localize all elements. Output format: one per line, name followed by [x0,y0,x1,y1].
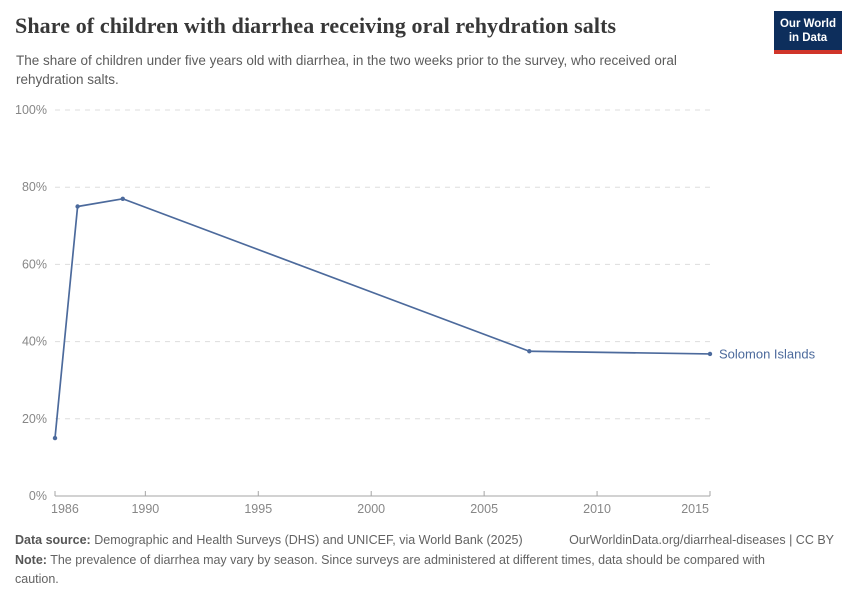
data-source-text: Data source: Demographic and Health Surv… [15,531,523,550]
x-tick-label: 2000 [357,502,385,516]
owid-url-link[interactable]: OurWorldinData.org/diarrheal-diseases | … [569,533,834,547]
data-point-marker[interactable] [120,196,125,201]
x-tick-label: 1995 [244,502,272,516]
y-tick-label: 60% [22,257,47,271]
data-point-marker[interactable] [707,351,713,357]
owid-logo[interactable]: Our World in Data [774,11,842,54]
series-line-solomon-islands[interactable] [54,197,711,439]
x-tick-label: 2015 [681,502,709,516]
chart-footer: Data source: Demographic and Health Surv… [15,531,834,589]
data-source-label: Data source: [15,533,91,547]
chart-subtitle: The share of children under five years o… [16,53,677,87]
entity-label[interactable]: Solomon Islands [719,346,816,361]
data-point-marker[interactable] [52,435,58,441]
x-tick-label: 2005 [470,502,498,516]
data-point-marker[interactable] [527,349,532,354]
y-tick-label: 0% [29,489,47,503]
line-chart: 0% 20% 40% 60% 80% 100% 1986 1990 1995 2000 2005 20… [0,88,850,533]
y-tick-label: 40% [22,335,47,349]
chart-canvas: 0% 20% 40% 60% 80% 100% 1986 1990 1995 2000 2005 20… [15,103,816,516]
note-label: Note: [15,553,47,567]
owid-logo-line2: in Data [788,32,828,44]
note-text: Note: The prevalence of diarrhea may var… [15,551,793,589]
x-tick-label: 1990 [131,502,159,516]
page-title: Share of children with diarrhea receivin… [15,13,617,38]
data-source-row: Data source: Demographic and Health Surv… [15,531,834,550]
y-tick-label: 100% [15,103,47,117]
owid-logo-line1: Our World [779,18,836,30]
y-tick-label: 80% [22,180,47,194]
y-tick-label: 20% [22,412,47,426]
data-point-marker[interactable] [75,204,80,209]
note-value: The prevalence of diarrhea may vary by s… [15,553,765,586]
x-tick-label: 1986 [51,502,79,516]
data-source-value: Demographic and Health Surveys (DHS) and… [94,533,523,547]
x-tick-label: 2010 [583,502,611,516]
